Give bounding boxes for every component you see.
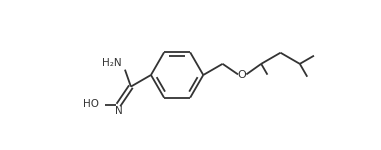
Text: N: N xyxy=(115,106,122,116)
Text: H₂N: H₂N xyxy=(102,58,122,68)
Text: HO: HO xyxy=(83,99,99,109)
Text: O: O xyxy=(237,70,246,80)
